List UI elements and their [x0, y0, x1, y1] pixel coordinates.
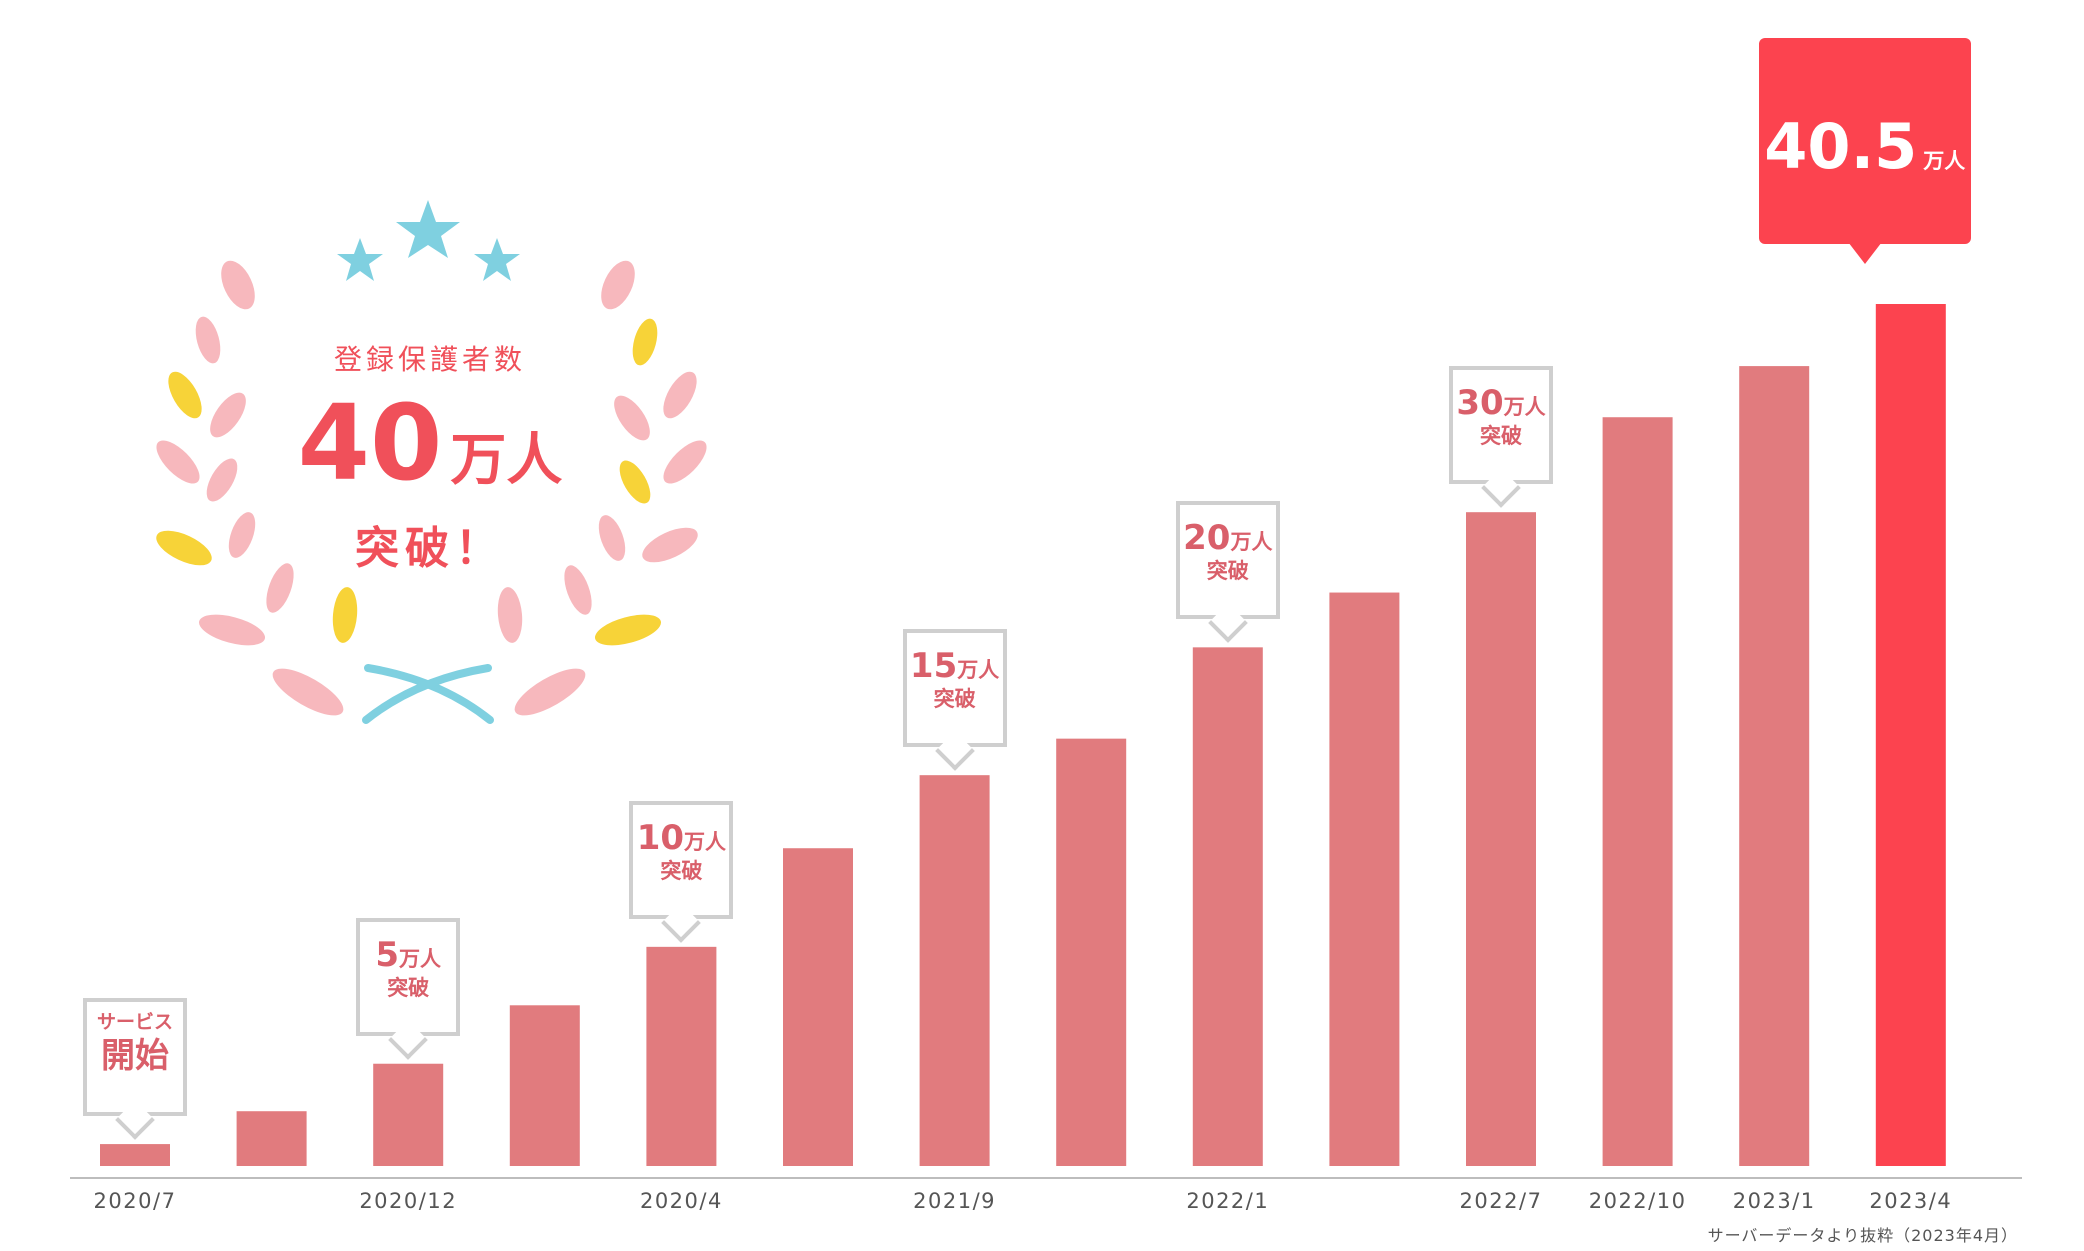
emblem-suffix: 突破！	[355, 523, 505, 574]
milestone-badge: 5万人突破	[356, 917, 461, 1036]
x-tick-label: 2022/10	[1589, 1189, 1687, 1213]
source-note: サーバーデータより抜粋（2023年4月）	[1708, 1226, 2018, 1245]
right-laurel	[497, 260, 707, 716]
badge-unit: 万人	[1503, 395, 1546, 420]
badge-label: 突破	[1206, 559, 1249, 584]
x-tick-label: 2023/4	[1869, 1189, 1952, 1213]
milestone-badge: 20万人突破	[1175, 501, 1280, 620]
ribbon	[362, 664, 494, 724]
x-axis-ticks: 2020/7 2020/12 2020/4 2021/9 2022/1 2022/7 202…	[94, 1189, 1952, 1213]
badge-unit: 万人	[399, 946, 442, 971]
emblem-unit: 万人	[450, 428, 563, 493]
bar-8	[1192, 647, 1263, 1166]
badge-number: 15	[909, 646, 958, 687]
bar-4	[646, 946, 717, 1166]
emblem-number-line: 40 万人	[140, 382, 720, 504]
badge-number: 20	[1183, 518, 1231, 559]
bar-7	[1056, 738, 1127, 1166]
x-tick-label: 2020/12	[359, 1189, 457, 1213]
badge-unit: 万人	[1230, 530, 1273, 555]
badge-label: 突破	[1480, 424, 1522, 449]
wreath-emblem: 登録保護者数 40 万人 突破！	[140, 190, 720, 740]
bar-10	[1466, 512, 1536, 1166]
bar-6	[919, 775, 990, 1166]
bar-11	[1602, 417, 1673, 1166]
badge-line1: サービス	[96, 1011, 173, 1034]
emblem-heading: 登録保護者数	[333, 343, 526, 376]
badge-number: 10	[636, 817, 685, 858]
final-number: 40.5	[1764, 110, 1918, 183]
badge-label: 突破	[387, 975, 430, 1000]
bar-13	[1875, 304, 1946, 1166]
bar-3	[509, 1005, 580, 1166]
final-unit: 万人	[1923, 149, 1966, 173]
badge-number: 30	[1456, 383, 1504, 424]
x-tick-label: 2023/1	[1733, 1189, 1816, 1213]
star-icon	[337, 238, 383, 281]
bar-5	[783, 848, 853, 1166]
bar-series	[100, 304, 1946, 1166]
milestone-badge: 10万人突破	[629, 800, 734, 919]
bar-2	[373, 1063, 444, 1166]
x-tick-label: 2022/1	[1186, 1189, 1269, 1213]
bar-0	[100, 1144, 170, 1166]
milestone-badge: 30万人突破	[1449, 366, 1553, 485]
badge-label: 突破	[660, 858, 703, 883]
bar-12	[1739, 366, 1810, 1166]
star-icon	[474, 238, 520, 281]
x-tick-label: 2020/4	[640, 1189, 723, 1213]
milestone-badge: サービス 開始	[83, 998, 187, 1117]
x-tick-label: 2022/7	[1460, 1189, 1543, 1213]
bar-1	[236, 1111, 307, 1166]
bar-9	[1329, 592, 1400, 1166]
x-tick-label: 2021/9	[913, 1189, 996, 1213]
milestone-badge: 15万人突破	[902, 629, 1007, 748]
badge-number: 5	[375, 934, 400, 975]
badge-unit: 万人	[957, 658, 1000, 683]
left-laurel	[156, 260, 358, 716]
badge-line2: 開始	[101, 1036, 169, 1077]
badge-unit: 万人	[684, 829, 727, 854]
star-icon	[396, 200, 460, 258]
wreath-graphic	[156, 200, 707, 724]
emblem-number: 40	[297, 382, 443, 504]
x-tick-label: 2020/7	[94, 1189, 177, 1213]
final-value-badge: 40.5 万人	[1758, 38, 1971, 244]
badge-label: 突破	[933, 687, 976, 712]
